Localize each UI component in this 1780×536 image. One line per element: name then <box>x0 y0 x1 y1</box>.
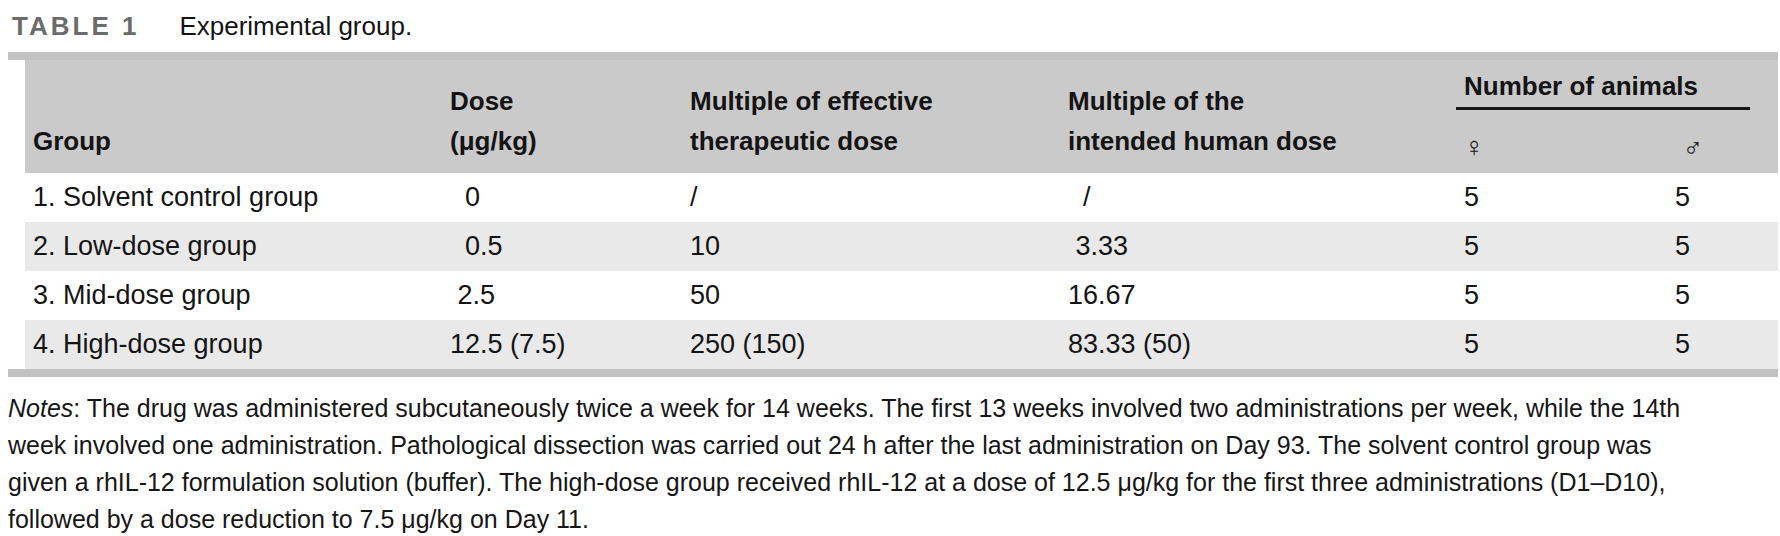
female-symbol: ♀ <box>1456 132 1675 163</box>
cell-female-count: 5 <box>1456 173 1667 222</box>
cell-dose: 0 <box>442 173 682 222</box>
cell-multiple-intended: / <box>1060 173 1456 222</box>
table-title: TABLE 1 Experimental group. <box>12 10 1780 52</box>
number-of-animals-label: Number of animals <box>1456 65 1750 110</box>
experimental-group-table: GroupDose (μg/kg)Multiple of effective t… <box>25 60 1778 369</box>
male-symbol: ♂ <box>1675 132 1703 163</box>
notes-text: : The drug was administered subcutaneous… <box>8 394 1680 533</box>
table-top-rule <box>8 52 1778 60</box>
column-header-multiple-effective: Multiple of effective therapeutic dose <box>682 60 1060 173</box>
cell-multiple-effective: 10 <box>682 222 1060 271</box>
cell-female-count: 5 <box>1456 320 1667 369</box>
cell-group: 2. Low-dose group <box>25 222 442 271</box>
column-header-multiple-intended: Multiple of the intended human dose <box>1060 60 1456 173</box>
cell-male-count: 5 <box>1667 271 1778 320</box>
cell-female-count: 5 <box>1456 222 1667 271</box>
cell-dose: 12.5 (7.5) <box>442 320 682 369</box>
table-row-high-dose: 4. High-dose group12.5 (7.5)250 (150)83.… <box>25 320 1778 369</box>
sex-subheaders: ♀♂ <box>1456 110 1778 173</box>
table-row-mid-dose: 3. Mid-dose group 2.55016.6755 <box>25 271 1778 320</box>
table-row-low-dose: 2. Low-dose group 0.510 3.3355 <box>25 222 1778 271</box>
cell-group: 1. Solvent control group <box>25 173 442 222</box>
table-row-solvent-control: 1. Solvent control group 0/ /55 <box>25 173 1778 222</box>
column-header-number-of-animals: Number of animals♀♂ <box>1456 60 1778 173</box>
table-number-label: TABLE 1 <box>12 11 139 41</box>
cell-male-count: 5 <box>1667 173 1778 222</box>
cell-female-count: 5 <box>1456 271 1667 320</box>
cell-multiple-intended: 83.33 (50) <box>1060 320 1456 369</box>
cell-dose: 0.5 <box>442 222 682 271</box>
cell-multiple-intended: 16.67 <box>1060 271 1456 320</box>
table-header-row: GroupDose (μg/kg)Multiple of effective t… <box>25 60 1778 173</box>
cell-multiple-effective: 250 (150) <box>682 320 1060 369</box>
cell-group: 4. High-dose group <box>25 320 442 369</box>
table-bottom-rule <box>8 369 1778 377</box>
cell-multiple-intended: 3.33 <box>1060 222 1456 271</box>
table-notes: Notes: The drug was administered subcuta… <box>8 390 1760 536</box>
column-header-group: Group <box>25 60 442 173</box>
notes-label: Notes <box>8 394 73 422</box>
cell-male-count: 5 <box>1667 320 1778 369</box>
cell-group: 3. Mid-dose group <box>25 271 442 320</box>
cell-multiple-effective: / <box>682 173 1060 222</box>
cell-male-count: 5 <box>1667 222 1778 271</box>
column-header-dose: Dose (μg/kg) <box>442 60 682 173</box>
cell-dose: 2.5 <box>442 271 682 320</box>
table-caption: Experimental group. <box>179 11 412 41</box>
cell-multiple-effective: 50 <box>682 271 1060 320</box>
